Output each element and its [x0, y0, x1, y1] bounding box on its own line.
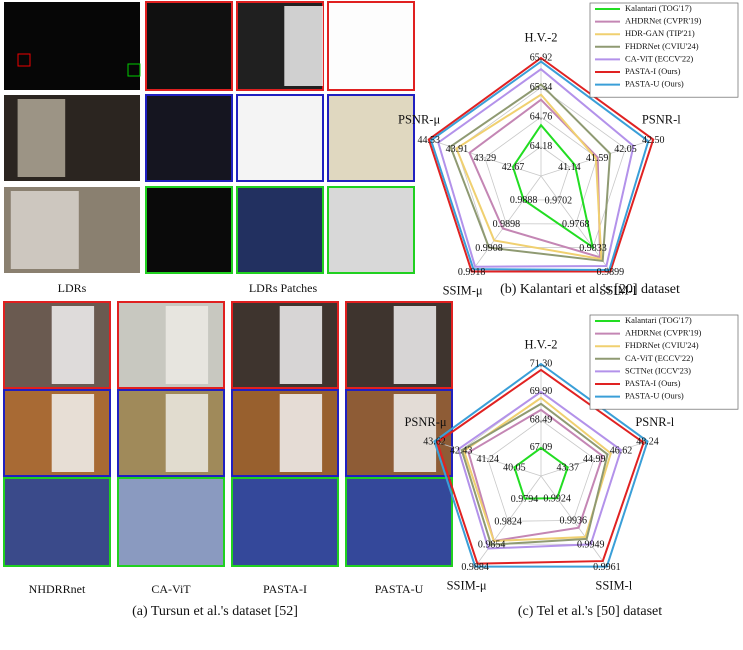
method-label: PASTA-I — [263, 582, 307, 596]
tick-label: 71.30 — [530, 358, 553, 369]
image-highlight — [284, 6, 323, 86]
axis-label: PSNR-l — [635, 415, 674, 429]
tick-label: 0.9854 — [478, 539, 506, 550]
image-highlight — [394, 394, 436, 472]
image-tile — [346, 478, 452, 566]
axis-label: H.V.-2 — [524, 337, 557, 351]
image-tile — [328, 2, 414, 90]
legend-label: PASTA-U (Ours) — [625, 79, 684, 89]
tick-label: 46.62 — [610, 445, 633, 456]
tick-label: 65.34 — [530, 82, 553, 93]
method-label: PASTA-U — [375, 582, 424, 596]
image-highlight — [280, 394, 322, 472]
legend-label: AHDRNet (CVPR'19) — [625, 16, 702, 26]
legend-label: SCTNet (ICCV'23) — [625, 365, 691, 375]
tick-label: 0.9794 — [511, 494, 539, 505]
legend-label: CA-ViT (ECCV'22) — [625, 353, 693, 363]
image-tile — [146, 187, 232, 273]
image-highlight — [18, 99, 66, 177]
legend-label: HDR-GAN (TIP'21) — [625, 28, 695, 38]
tick-label: 0.9702 — [545, 195, 573, 206]
legend-label: PASTA-U (Ours) — [625, 391, 684, 401]
legend-label: FHDRNet (CVIU'24) — [625, 340, 699, 350]
tick-label: 0.9918 — [458, 267, 486, 278]
tick-label: 43.29 — [474, 153, 497, 164]
legend-label: CA-ViT (ECCV'22) — [625, 53, 693, 63]
axis-label: PSNR-μ — [404, 415, 446, 429]
tick-label: 42.43 — [450, 445, 473, 456]
page: LDRs LDRs Patches NHDRRnet CA-ViT PASTA-I PAS… — [0, 0, 743, 650]
image-tile — [4, 2, 140, 90]
image-highlight — [166, 306, 208, 384]
image-tile — [146, 2, 232, 90]
tick-label: 43.62 — [423, 437, 446, 448]
tick-label: 41.24 — [476, 454, 499, 465]
tick-label: 44.99 — [583, 454, 606, 465]
tick-label: 0.9899 — [597, 267, 625, 278]
image-tile — [118, 478, 224, 566]
caption: (b) Kalantari et al.'s [20] dataset — [500, 282, 680, 297]
image-highlight — [52, 306, 94, 384]
tick-label: 43.37 — [556, 463, 579, 474]
axis-label: SSIM-μ — [447, 578, 487, 592]
tick-label: 48.24 — [636, 437, 659, 448]
legend-label: Kalantari (TOG'17) — [625, 3, 692, 13]
legend-label: Kalantari (TOG'17) — [625, 315, 692, 325]
caption: (c) Tel et al.'s [50] dataset — [518, 604, 662, 619]
tick-label: 64.76 — [530, 111, 553, 122]
legend-label: PASTA-I (Ours) — [625, 378, 681, 388]
tick-label: 65.92 — [530, 52, 553, 63]
tick-label: 42.50 — [642, 135, 665, 146]
legend-label: AHDRNet (CVPR'19) — [625, 328, 702, 338]
tick-label: 0.9936 — [559, 516, 587, 527]
legend-label: FHDRNet (CVIU'24) — [625, 41, 699, 51]
axis-label: PSNR-μ — [398, 113, 440, 127]
tick-label: 0.9833 — [579, 243, 607, 254]
patch-label: LDRs Patches — [249, 281, 318, 295]
axis-label: SSIM-μ — [443, 284, 483, 298]
axis-label: H.V.-2 — [524, 31, 557, 45]
image-tile — [237, 95, 323, 181]
image-tile — [328, 95, 414, 181]
tick-label: 42.67 — [502, 162, 525, 173]
tick-label: 0.9924 — [543, 493, 571, 504]
tick-label: 42.05 — [614, 144, 637, 155]
figure: LDRs LDRs Patches NHDRRnet CA-ViT PASTA-I PAS… — [0, 0, 743, 650]
tick-label: 0.9884 — [461, 562, 489, 573]
image-tile — [4, 478, 110, 566]
caption: (a) Tursun et al.'s dataset [52] — [132, 604, 298, 619]
image-tile — [232, 478, 338, 566]
image-highlight — [166, 394, 208, 472]
image-tile — [146, 95, 232, 181]
axis-label: SSIM-l — [595, 578, 632, 592]
method-label: NHDRRnet — [29, 582, 86, 596]
tick-label: 67.09 — [530, 442, 553, 453]
tick-label: 0.9824 — [494, 517, 522, 528]
tick-label: 44.53 — [418, 135, 441, 146]
tick-label: 41.59 — [586, 153, 609, 164]
method-label: CA-ViT — [151, 582, 191, 596]
tick-label: 41.14 — [558, 162, 581, 173]
legend-label: PASTA-I (Ours) — [625, 66, 681, 76]
image-highlight — [394, 306, 436, 384]
image-highlight — [280, 306, 322, 384]
tick-label: 69.90 — [530, 386, 553, 397]
tick-label: 40.05 — [503, 463, 526, 474]
tick-label: 0.9949 — [577, 540, 605, 551]
image-highlight — [52, 394, 94, 472]
tick-label: 0.9898 — [493, 219, 521, 230]
image-highlight — [11, 191, 79, 269]
image-tile — [328, 187, 414, 273]
tick-label: 68.49 — [530, 414, 553, 425]
tick-label: 0.9908 — [475, 243, 503, 254]
image-tile — [237, 187, 323, 273]
axis-label: PSNR-l — [642, 113, 681, 127]
tick-label: 0.9888 — [510, 195, 538, 206]
tick-label: 43.91 — [446, 144, 469, 155]
tick-label: 0.9768 — [562, 219, 590, 230]
tick-label: 64.18 — [530, 141, 553, 152]
patch-label: LDRs — [58, 281, 87, 295]
tick-label: 0.9961 — [593, 562, 621, 573]
